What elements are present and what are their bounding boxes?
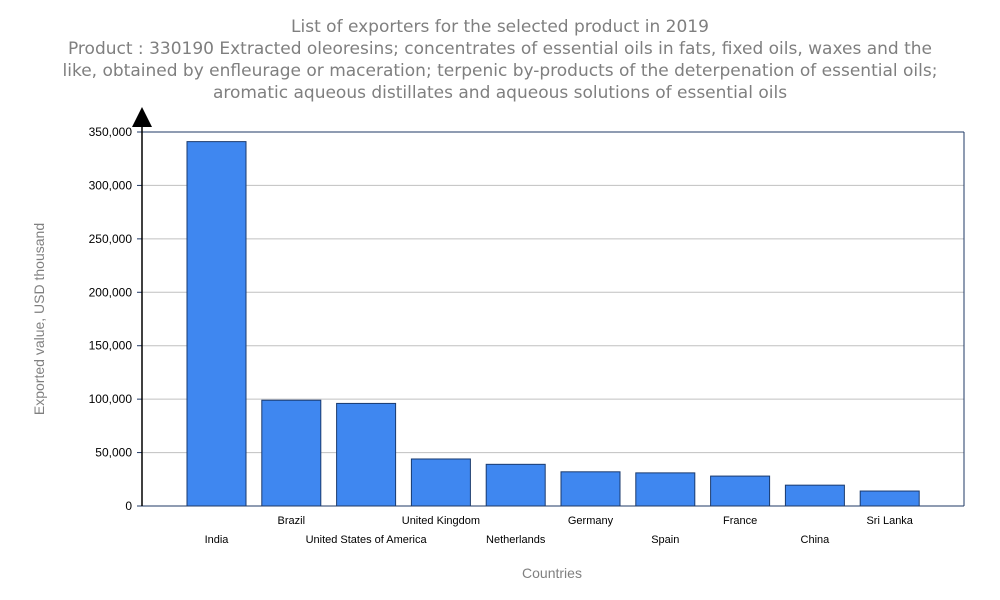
y-tick-label: 200,000	[89, 285, 133, 299]
y-tick-label: 250,000	[89, 232, 133, 246]
chart-subtitle-line-1: Product : 330190 Extracted oleoresins; c…	[67, 39, 933, 59]
bar-netherlands	[485, 463, 546, 507]
bar-sri-lanka	[859, 490, 920, 507]
chart-title-block: List of exporters for the selected produ…	[0, 16, 1000, 104]
x-category-label: China	[801, 534, 831, 546]
chart-subtitle-line-2: like, obtained by enfleurage or macerati…	[62, 61, 938, 81]
y-tick-label: 0	[125, 499, 132, 513]
y-tick-label: 50,000	[95, 446, 132, 460]
x-category-label: United Kingdom	[402, 515, 480, 527]
y-tick-label: 150,000	[89, 339, 133, 353]
y-tick-labels: 0 50,000 100,000 150,000 200,000 250,000 300,0…	[89, 125, 133, 513]
x-category-label: France	[723, 515, 757, 527]
bar-brazil	[261, 399, 322, 507]
bars	[186, 141, 920, 507]
y-axis-label: Exported value, USD thousand	[31, 223, 47, 415]
x-category-label: Sri Lanka	[866, 515, 913, 527]
bar-france	[710, 475, 771, 507]
x-category-label: Netherlands	[486, 534, 546, 546]
bar-united-kingdom	[410, 458, 471, 507]
x-category-label: India	[205, 534, 230, 546]
bar-india	[186, 141, 247, 507]
axes	[132, 107, 965, 507]
chart-subtitle-line-3: aromatic aqueous distillates and aqueous…	[212, 83, 788, 103]
bar-germany	[560, 471, 621, 507]
y-tick-label: 300,000	[89, 178, 133, 192]
x-category-label: Germany	[568, 515, 614, 527]
x-category-label: Spain	[651, 534, 679, 546]
x-category-label: United States of America	[306, 534, 428, 546]
x-category-label: Brazil	[278, 515, 306, 527]
x-axis-label: Countries	[522, 565, 582, 581]
y-axis-arrow-icon	[132, 107, 152, 127]
chart-title: List of exporters for the selected produ…	[291, 17, 709, 37]
bar-china	[784, 484, 845, 507]
bar-spain	[635, 472, 696, 507]
bar-united-states-of-america	[336, 402, 397, 507]
y-tick-label: 100,000	[89, 392, 133, 406]
y-tick-label: 350,000	[89, 125, 133, 139]
